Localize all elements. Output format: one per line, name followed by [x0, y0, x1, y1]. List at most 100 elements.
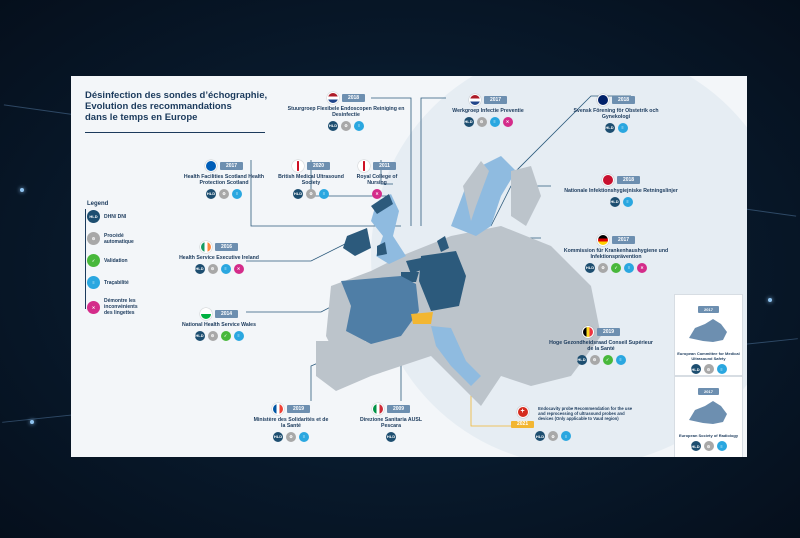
organization-name: Health Service Executive Ireland: [179, 255, 259, 261]
icon-row: HLD ⚙ ≡: [535, 431, 636, 442]
icon-row: HLD ⚙ ≡ ✕: [179, 264, 259, 275]
organization-name: Ministère des Solidarités et de la Santé: [253, 417, 329, 430]
legend-label: DHN/ DNI: [104, 213, 127, 220]
map-norway: [463, 161, 489, 221]
connector-line: [371, 97, 412, 226]
denmark-flag: [601, 174, 614, 186]
italy-flag: [371, 403, 384, 415]
traceability-icon: ≡: [299, 432, 309, 443]
legend-item: ✕ Démontre les inconvénients des lingette…: [87, 298, 147, 316]
organization-name: Kommission für Krankenhaushygiene und In…: [563, 248, 669, 261]
automatic-process-icon: ⚙: [703, 364, 714, 374]
page-title: Désinfection des sondes d’échographie, E…: [85, 90, 275, 123]
hld-icon: HLD: [690, 441, 701, 451]
year-badge: 2020: [306, 161, 331, 171]
legend-item: ≡ Traçabilité: [87, 276, 147, 289]
entry-ch-2021: + 2021 Endocavity probe Recommendation f…: [511, 406, 636, 442]
icon-row: HLD ⚙ ✓ ≡: [546, 355, 656, 366]
uk-flag: [596, 94, 609, 106]
traceability-icon: ≡: [233, 331, 244, 342]
organization-name: Stuurgroep Flexibele Endoscopen Reinigin…: [287, 106, 405, 119]
map-germany: [419, 251, 466, 311]
validation-icon: ✓: [611, 263, 621, 274]
organization-name: Nationale Infektionshygiejniske Retnings…: [564, 188, 678, 194]
traceability-icon: ≡: [615, 355, 626, 366]
hld-icon: HLD: [87, 210, 100, 223]
icon-row: HLD ⚙ ≡: [179, 189, 269, 200]
traceability-icon: ≡: [716, 441, 727, 451]
infographic-card: Désinfection des sondes d’échographie, E…: [71, 76, 747, 457]
organization-name: Endocavity probe Recommendation for the …: [538, 406, 633, 422]
hld-icon: HLD: [463, 117, 474, 128]
legend-label: Procédé automatique: [104, 232, 134, 245]
entry-ie-2016: 2016 Health Service Executive Ireland HL…: [179, 241, 259, 275]
hld-icon: HLD: [206, 189, 216, 200]
year-badge: 2017: [698, 306, 719, 313]
map-switzerland: [411, 312, 433, 324]
year-badge: 2017: [219, 161, 244, 171]
hld-icon: HLD: [585, 263, 595, 274]
organization-name: Hoge Gezondheidsraad Conseil Supérieur d…: [549, 340, 653, 353]
hld-icon: HLD: [293, 189, 303, 200]
europe-mini-map: [689, 319, 727, 342]
belgium-flag: [581, 326, 594, 338]
map-finland: [511, 166, 541, 226]
entry-wales-2014: 2014 National Health Service Wales HLD ⚙ ✓…: [179, 308, 259, 342]
traceability-icon: ≡: [489, 117, 500, 128]
year-badge: 2017: [698, 388, 719, 395]
year-badge: 2011: [373, 161, 396, 171]
map-scotland: [371, 194, 393, 214]
legend-item: ⚙ Procédé automatique: [87, 232, 147, 245]
year-badge: 2016: [214, 242, 239, 252]
legend-label: Traçabilité: [104, 279, 129, 286]
legend-item: HLD DHN/ DNI: [87, 210, 147, 223]
title-line: Evolution des recommandations: [85, 101, 232, 112]
year-badge: 2021: [511, 421, 535, 429]
scotland-flag: [204, 160, 217, 172]
legend-label: Validation: [104, 257, 128, 264]
traceability-icon: ≡: [617, 123, 628, 134]
year-badge: 2018: [616, 175, 641, 185]
hld-icon: HLD: [328, 121, 338, 132]
year-badge: 2014: [214, 309, 239, 319]
traceability-icon: ≡: [561, 431, 571, 442]
traceability-icon: ≡: [87, 276, 100, 289]
automatic-process-icon: ⚙: [341, 121, 351, 132]
title-divider: [85, 132, 265, 133]
organization-name: Health Facilities Scotland Health Protec…: [183, 174, 265, 187]
side-box-esr: 2017 European Society of Radiology HLD ⚙ ≡: [674, 376, 743, 457]
entry-rcn-2011: 2011 Royal College of Nursing ✕: [347, 160, 407, 200]
automatic-process-icon: ⚙: [548, 431, 558, 442]
validation-icon: ✓: [87, 254, 100, 267]
icon-row: HLD: [351, 432, 431, 443]
traceability-icon: ≡: [232, 189, 242, 200]
organization-name: European Society of Radiology: [678, 433, 739, 438]
map-base-europe: [326, 226, 601, 406]
connector-line: [250, 160, 401, 227]
wipes-drawbacks-icon: ✕: [233, 264, 244, 275]
hld-icon: HLD: [273, 432, 283, 443]
map-ireland: [343, 228, 371, 256]
legend-label: Démontre les inconvénients des lingettes: [104, 298, 138, 316]
entry-dk-2018: 2018 Nationale Infektionshygiejniske Ret…: [561, 174, 681, 208]
organization-name: Royal College of Nursing: [356, 174, 398, 187]
background-glow-dot: [768, 298, 772, 302]
year-badge: 2017: [611, 235, 636, 245]
wipes-drawbacks-icon: ✕: [87, 300, 100, 314]
year-badge: 2019: [596, 327, 621, 337]
map-iberia: [316, 341, 371, 391]
background-glow-dot: [30, 420, 34, 424]
wipes-drawbacks-icon: ✕: [372, 189, 382, 200]
entry-de-2017: 2017 Kommission für Krankenhaushygiene u…: [546, 234, 686, 274]
side-box-ecmus: 2017 European Committee for Medical Ultr…: [674, 294, 743, 376]
automatic-process-icon: ⚙: [219, 189, 229, 200]
legend: Legend HLD DHN/ DNI ⚙ Procédé automatique …: [87, 201, 147, 325]
year-badge: 2009: [386, 404, 411, 414]
automatic-process-icon: ⚙: [476, 117, 487, 128]
icon-row: HLD ⚙ ✓ ≡: [179, 331, 259, 342]
automatic-process-icon: ⚙: [306, 189, 316, 200]
hld-icon: HLD: [604, 123, 615, 134]
switzerland-flag: +: [516, 406, 529, 418]
organization-name: National Health Service Wales: [182, 322, 256, 328]
automatic-process-icon: ⚙: [589, 355, 600, 366]
